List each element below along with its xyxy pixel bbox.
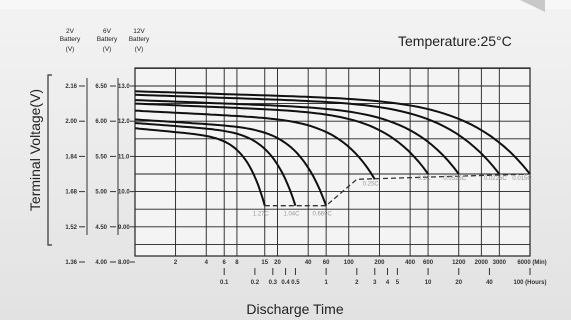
rate-labels: 1.27C 1.04C 0.669C 0.25C 0.1C 0.0525C 0.0226C 0… [253, 176, 533, 218]
y-tick-12v: 12.0 [118, 119, 130, 125]
y-axis-bracket [47, 74, 52, 246]
y-tick-2v: 1.84 [65, 154, 77, 160]
header-12v-top: 12V [133, 28, 145, 35]
x-tick-hour: 20 [455, 280, 462, 286]
x-tick-min: 8 [235, 260, 239, 266]
grid [135, 67, 530, 256]
y-tick-2v: 2.00 [65, 119, 77, 125]
y-tick-2v: 1.36 [65, 260, 77, 266]
x-tick-min: 4 [205, 260, 209, 266]
rate-label: 0.0525C [443, 176, 466, 182]
y-tick-2v: 1.68 [65, 190, 77, 196]
series-line [134, 99, 460, 175]
x-tick-min: 2 [174, 260, 178, 266]
cutoff-voltage-line [264, 173, 531, 207]
x-tick-min: 6 [223, 260, 227, 266]
series-line [134, 122, 297, 207]
x-tick-hour: 0.3 [269, 280, 278, 286]
series-line [134, 102, 429, 175]
x-tick-min: 100 [344, 260, 355, 266]
x-axis-label: Discharge Time [246, 301, 343, 317]
x-tick-min: 60 [323, 260, 330, 266]
x-tick-hour: 0.2 [251, 280, 260, 286]
banner-fold [520, 0, 545, 12]
x-tick-min: 1200 [452, 260, 466, 266]
top-banner [0, 0, 571, 9]
rate-label: 0.0226C [484, 176, 507, 182]
rate-label: 0.25C [363, 181, 380, 187]
x-tick-hour: 2 [355, 280, 359, 286]
x-tick-hour: 0.1 [220, 280, 229, 286]
y-tick-6v: 6.00 [95, 119, 107, 125]
header-2v-unit: (V) [66, 46, 75, 53]
x-ticks: 2 4 6 8 15 20 40 60 100 200 400 600 1200 2000 3000 6000… [174, 260, 547, 286]
header-12v-mid: Battery [129, 36, 150, 43]
x-tick-min: 400 [405, 260, 416, 266]
y-axis-label: Terminal Voltage(V) [27, 89, 43, 211]
rate-label: 1.27C [253, 212, 270, 218]
y-tick-12v: 9.00 [118, 225, 130, 231]
x-tick-min: 15 [261, 260, 268, 266]
y-tick-6v: 5.50 [95, 154, 107, 160]
y-tick-12v: 13.0 [118, 84, 130, 90]
x-tick-min: 200 [374, 260, 385, 266]
rate-label: 0.1C [418, 176, 431, 182]
series-line [134, 127, 266, 206]
header-6v-mid: Battery [97, 36, 118, 43]
y-tick-6v: 5.00 [95, 190, 107, 196]
header-2v-top: 2V [66, 28, 75, 35]
x-tick-hour: 1 [324, 280, 328, 286]
header-6v-top: 6V [103, 28, 112, 35]
rate-label: 0.015C [512, 176, 532, 182]
x-tick-min: 40 [305, 260, 312, 266]
y-tick-2v: 1.52 [65, 225, 77, 231]
x-tick-hour: 40 [486, 280, 493, 286]
y-tick-12v: 8.00 [118, 260, 130, 266]
y-tick-6v: 4.50 [95, 225, 107, 231]
series-line [134, 109, 376, 180]
x-tick-min: 20 [274, 260, 281, 266]
rate-label: 1.04C [283, 212, 300, 218]
y-tick-12v: 10.0 [118, 190, 130, 196]
x-tick-hour: 0.4 [281, 280, 290, 286]
x-tick-min: 6000 (Min) [517, 260, 546, 266]
series-line [134, 118, 328, 207]
chart-title: Temperature:25°C [398, 33, 512, 49]
x-tick-hour: 100 (Hours) [513, 280, 546, 286]
header-2v-mid: Battery [60, 36, 81, 43]
x-tick-hour: 3 [373, 280, 377, 286]
x-tick-hour: 5 [396, 280, 400, 286]
x-tick-min: 600 [423, 260, 434, 266]
y-ticks: 2.16 6.50 13.0 2.00 6.00 12.0 1.84 5.50 11.0 1.68… [65, 78, 135, 266]
rate-label: 0.669C [312, 212, 332, 218]
header-6v-unit: (V) [103, 46, 112, 53]
x-tick-hour: 4 [386, 280, 390, 286]
x-tick-hour: 10 [425, 280, 432, 286]
x-tick-min: 2000 [475, 260, 489, 266]
series-line [134, 93, 501, 175]
x-tick-hour: 0.5 [291, 280, 300, 286]
x-tick-min: 3000 [493, 260, 507, 266]
series-curves [134, 90, 531, 207]
y-tick-12v: 11.0 [118, 154, 130, 160]
y-tick-6v: 4.00 [95, 260, 107, 266]
y-tick-6v: 6.50 [95, 84, 107, 90]
series-line [134, 90, 531, 175]
header-12v-unit: (V) [135, 46, 144, 53]
y-tick-2v: 2.16 [65, 84, 77, 90]
